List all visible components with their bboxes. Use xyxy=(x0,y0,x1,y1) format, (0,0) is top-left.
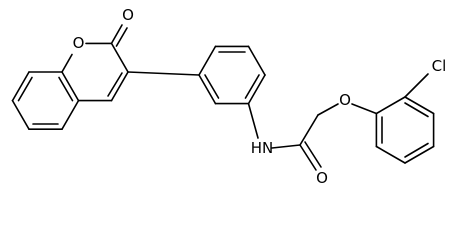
atom-label: O xyxy=(122,6,134,24)
atom-label: O xyxy=(73,34,85,52)
bonds xyxy=(11,24,435,171)
atom-label: HN xyxy=(251,139,274,157)
atom-label: O xyxy=(316,169,328,187)
atom-label: Cl xyxy=(432,57,447,75)
atom-label: O xyxy=(339,91,351,109)
molecule-diagram: O O HN O O Cl xyxy=(11,6,447,187)
